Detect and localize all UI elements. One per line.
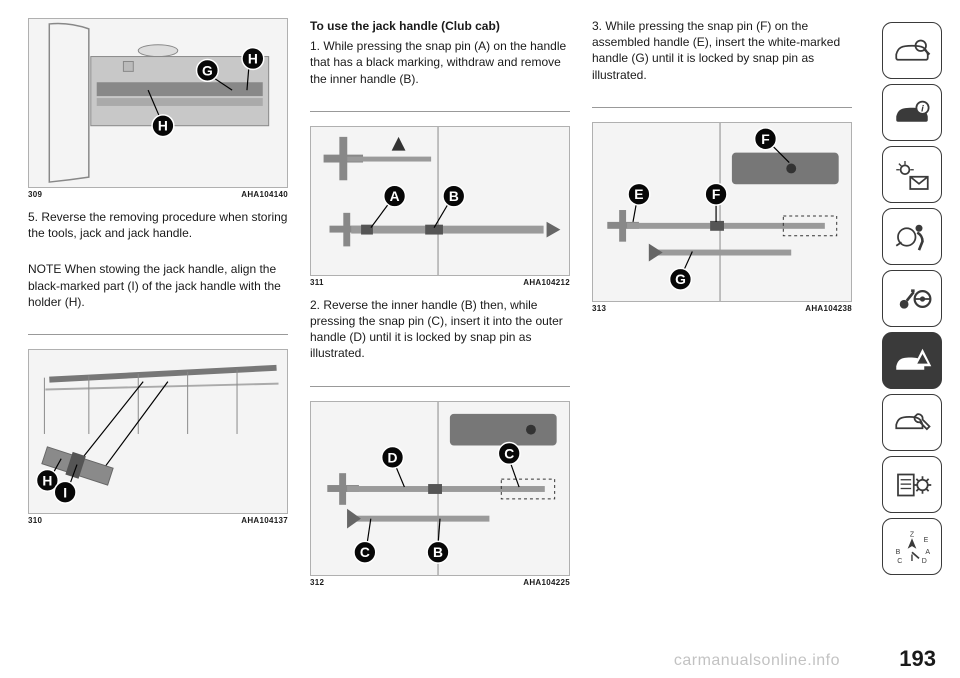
- column-middle: To use the jack handle (Club cab) 1. Whi…: [310, 18, 570, 640]
- checklist-gear-icon: [891, 466, 933, 504]
- figure-309: H G H: [28, 18, 288, 188]
- column-right: 3. While pressing the snap pin (F) on th…: [592, 18, 852, 640]
- svg-text:C: C: [897, 557, 902, 564]
- light-mail-icon: [891, 156, 933, 194]
- svg-text:G: G: [675, 271, 686, 287]
- car-wrench-icon: [891, 404, 933, 442]
- svg-text:A: A: [390, 188, 400, 204]
- figure-number: 311: [310, 278, 324, 287]
- paragraph: 1. While pressing the snap pin (A) on th…: [310, 38, 570, 87]
- svg-text:Z: Z: [910, 531, 915, 538]
- svg-text:F: F: [712, 186, 720, 202]
- nav-item-5[interactable]: [882, 332, 942, 389]
- svg-text:B: B: [433, 544, 443, 560]
- figure-code: AHA104225: [523, 578, 570, 587]
- figure-number: 312: [310, 578, 324, 587]
- airbag-icon: [891, 218, 933, 256]
- figure-310: H I: [28, 349, 288, 514]
- car-hazard-icon: [891, 342, 933, 380]
- svg-text:A: A: [925, 549, 930, 556]
- figure-313-caption: 313 AHA104238: [592, 304, 852, 313]
- paragraph: 3. While pressing the snap pin (F) on th…: [592, 18, 852, 83]
- svg-text:F: F: [761, 131, 769, 147]
- watermark: carmanualsonline.info: [674, 652, 840, 670]
- paragraph: 2. Reverse the inner handle (B) then, wh…: [310, 297, 570, 362]
- figure-number: 310: [28, 516, 42, 525]
- figure-311: A B: [310, 126, 570, 276]
- svg-text:C: C: [360, 544, 370, 560]
- nav-item-6[interactable]: [882, 394, 942, 451]
- svg-text:i: i: [921, 103, 924, 114]
- svg-text:B: B: [896, 549, 901, 556]
- svg-text:E: E: [634, 186, 643, 202]
- svg-text:H: H: [158, 118, 168, 134]
- svg-text:H: H: [42, 472, 52, 488]
- divider: [310, 386, 570, 387]
- paragraph: 5. Reverse the removing procedure when s…: [28, 209, 288, 241]
- figure-312-caption: 312 AHA104225: [310, 578, 570, 587]
- svg-text:D: D: [922, 557, 927, 564]
- nav-item-4[interactable]: [882, 270, 942, 327]
- svg-text:I: I: [63, 484, 67, 500]
- nav-item-3[interactable]: [882, 208, 942, 265]
- section-heading: To use the jack handle (Club cab): [310, 18, 570, 34]
- compass-icon: Z E A D C B I: [891, 528, 933, 566]
- divider: [592, 107, 852, 108]
- car-info-icon: i: [891, 94, 933, 132]
- figure-code: AHA104140: [241, 190, 288, 199]
- svg-text:E: E: [924, 536, 929, 543]
- figure-310-caption: 310 AHA104137: [28, 516, 288, 525]
- figure-313: F E F G: [592, 122, 852, 302]
- page-number: 193: [899, 646, 936, 672]
- svg-text:I: I: [911, 553, 914, 564]
- divider: [310, 111, 570, 112]
- nav-item-1[interactable]: i: [882, 84, 942, 141]
- svg-text:H: H: [248, 51, 258, 67]
- page-content: H G H 309 AHA104140 5. Reverse the remov…: [0, 0, 960, 640]
- key-wheel-icon: [891, 280, 933, 318]
- figure-code: AHA104238: [805, 304, 852, 313]
- figure-code: AHA104137: [241, 516, 288, 525]
- column-left: H G H 309 AHA104140 5. Reverse the remov…: [28, 18, 288, 640]
- figure-code: AHA104212: [523, 278, 570, 287]
- figure-312: D C C B: [310, 401, 570, 576]
- nav-item-0[interactable]: [882, 22, 942, 79]
- nav-item-8[interactable]: Z E A D C B I: [882, 518, 942, 575]
- figure-309-caption: 309 AHA104140: [28, 190, 288, 199]
- svg-text:D: D: [388, 449, 398, 465]
- nav-item-2[interactable]: [882, 146, 942, 203]
- divider: [28, 334, 288, 335]
- sidebar-nav: i: [882, 22, 942, 575]
- figure-number: 309: [28, 190, 42, 199]
- paragraph-note: NOTE When stowing the jack handle, align…: [28, 261, 288, 310]
- svg-text:B: B: [449, 188, 459, 204]
- svg-text:C: C: [504, 445, 514, 461]
- figure-number: 313: [592, 304, 606, 313]
- svg-text:G: G: [202, 62, 213, 78]
- figure-311-caption: 311 AHA104212: [310, 278, 570, 287]
- nav-item-7[interactable]: [882, 456, 942, 513]
- car-search-icon: [891, 32, 933, 70]
